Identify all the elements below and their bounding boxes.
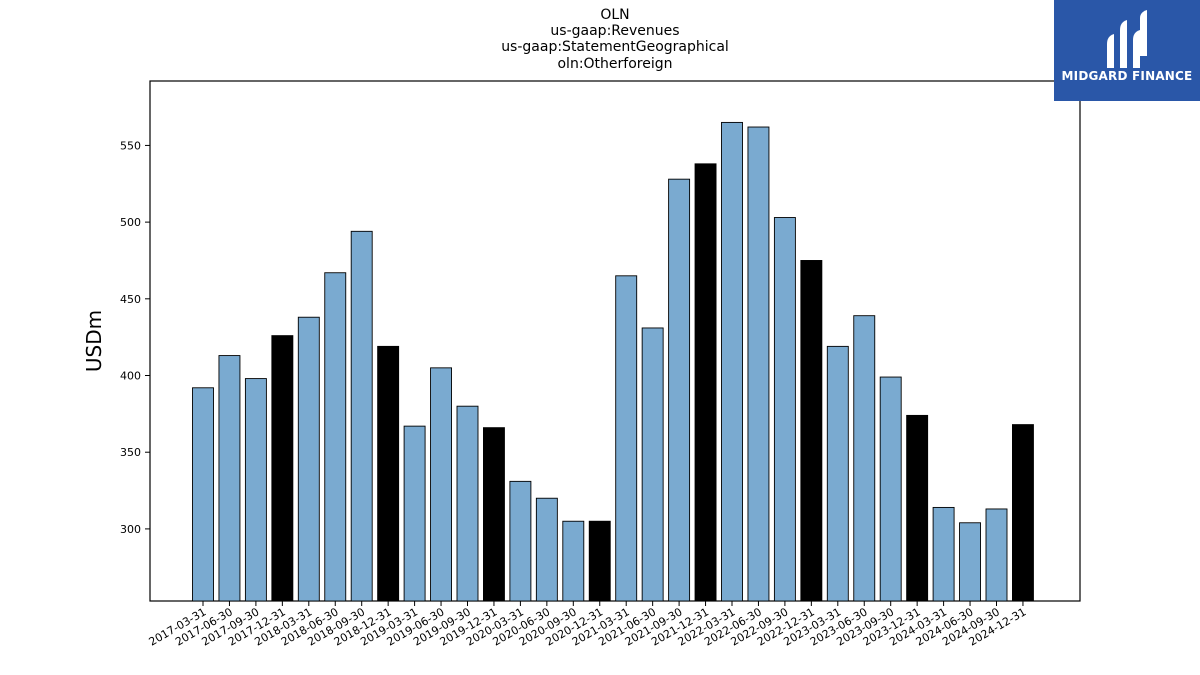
bar-2019-03-31 [403,425,426,602]
title-member: oln:Otherforeign [557,56,673,72]
midgard-finance-logo: MIDGARD FINANCE [1054,0,1200,101]
bar-2021-12-31 [694,163,717,602]
bar-2022-12-31 [800,260,823,602]
y-tick-label: 550 [120,139,141,152]
bar-2020-03-31 [509,480,532,602]
bar-2024-06-30 [959,522,981,602]
y-axis-label: USDm [82,310,106,372]
bar-2018-12-31 [377,345,400,602]
y-tick-label: 400 [120,370,141,383]
title-concept: us-gaap:Revenues [550,23,680,39]
bar-2021-03-31 [615,275,638,602]
bar-2022-03-31 [721,121,743,602]
bar-2019-12-31 [483,427,505,602]
bar-2018-03-31 [297,316,320,602]
bar-2020-12-31 [588,520,611,602]
bar-2018-09-30 [350,230,373,602]
bar-2019-09-30 [456,405,479,602]
y-tick-label: 450 [120,293,141,306]
bar-2024-09-30 [985,508,1008,602]
title-axis: us-gaap:StatementGeographical [501,39,729,55]
bar-2017-09-30 [244,378,267,602]
bar-2023-12-31 [906,414,929,602]
bar-2017-03-31 [192,387,214,602]
title-ticker: OLN [600,7,630,23]
bar-2020-06-30 [535,497,558,602]
logo-text: MIDGARD FINANCE [1061,69,1193,83]
bar-2021-06-30 [641,327,664,602]
y-tick-label: 500 [120,216,141,229]
plot-frame [149,80,1081,602]
bar-2023-06-30 [853,315,876,602]
bar-2023-09-30 [879,376,902,602]
bar-2019-06-30 [430,367,452,602]
bar-2021-09-30 [668,178,691,602]
logo-mark-icon [1107,10,1147,68]
bar-2017-06-30 [218,355,241,602]
bar-2020-09-30 [562,520,585,602]
bar-2024-12-31 [1012,424,1034,602]
bar-2023-03-31 [826,345,849,602]
bar-2022-09-30 [773,217,796,602]
y-tick-label: 350 [120,446,141,459]
bar-2022-06-30 [747,126,770,602]
bar-2017-12-31 [271,335,294,602]
bar-2024-03-31 [932,506,955,602]
y-tick-label: 300 [120,523,141,536]
bar-2018-06-30 [324,272,347,602]
